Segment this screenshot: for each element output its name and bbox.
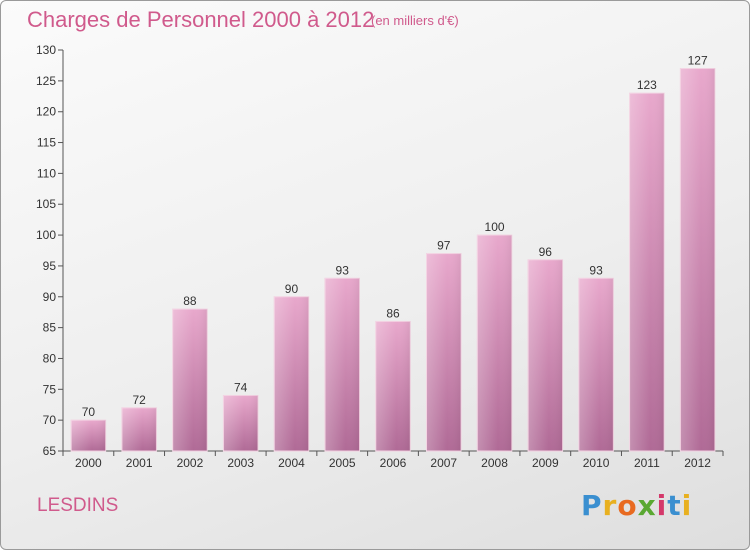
logo-letter: i (681, 489, 693, 522)
data-label-2009: 96 (539, 245, 553, 259)
bar-shade-2007 (426, 253, 462, 451)
logo-letter: i (656, 489, 668, 522)
bar-shade-2004 (274, 296, 309, 451)
bar-shade-2010 (578, 278, 614, 451)
data-label-2003: 74 (234, 380, 248, 394)
x-tick-label: 2006 (380, 456, 407, 470)
bar-shade-2001 (121, 407, 157, 451)
logo-letter: o (617, 489, 638, 522)
bar-shade-2012 (680, 68, 715, 451)
bar-shade-2008 (477, 235, 512, 451)
proxiti-logo: Proxiti (581, 489, 692, 522)
logo-letter: x (637, 489, 657, 522)
bar-shade-2003 (223, 395, 258, 451)
x-tick-label: 2004 (278, 456, 305, 470)
bar-shade-2005 (324, 278, 360, 451)
y-tick-label: 75 (43, 382, 57, 396)
data-label-2006: 86 (386, 306, 400, 320)
y-tick-label: 80 (43, 351, 57, 365)
x-tick-label: 2003 (227, 456, 254, 470)
data-label-2010: 93 (589, 263, 603, 277)
y-tick-label: 125 (36, 74, 56, 88)
y-tick-label: 100 (36, 228, 56, 242)
x-tick-label: 2002 (177, 456, 204, 470)
chart-title: Charges de Personnel 2000 à 2012 (27, 7, 375, 32)
chart-bars (70, 68, 716, 452)
bar-shade-2006 (375, 321, 411, 451)
data-label-2005: 93 (336, 263, 350, 277)
x-tick-label: 2005 (329, 456, 356, 470)
data-label-2011: 123 (637, 78, 657, 92)
x-tick-label: 2009 (532, 456, 559, 470)
data-label-2012: 127 (688, 54, 708, 68)
y-tick-label: 120 (36, 105, 56, 119)
data-label-2004: 90 (285, 282, 299, 296)
data-label-2000: 70 (82, 405, 96, 419)
y-tick-label: 105 (36, 197, 56, 211)
y-tick-label: 130 (36, 43, 56, 57)
data-label-2001: 72 (132, 393, 146, 407)
data-label-2007: 97 (437, 239, 451, 253)
chart-axes: 65 70 75 80 85 90 95 100 105 110 115 120 125 130 (36, 43, 724, 458)
y-tick-label: 110 (37, 166, 56, 180)
y-tick-label: 70 (43, 413, 57, 427)
y-tick-label: 85 (43, 321, 57, 335)
bar-shade-2009 (528, 259, 563, 451)
x-tick-label: 2001 (126, 456, 153, 470)
place-name: LESDINS (37, 495, 119, 516)
chart-subtitle: (en milliers d'€) (371, 13, 459, 28)
x-tick-label: 2008 (481, 456, 508, 470)
y-tick-label: 115 (37, 136, 56, 150)
x-tick-label: 2010 (583, 456, 610, 470)
logo-letter: r (602, 489, 618, 522)
y-tick-label: 65 (43, 444, 57, 458)
y-tick-label: 90 (43, 290, 57, 304)
y-tick-label: 95 (43, 259, 57, 273)
x-tick-label: 2011 (634, 456, 660, 470)
data-label-2008: 100 (485, 220, 505, 234)
data-label-2002: 88 (183, 294, 197, 308)
chart-labels: 2000 70 2001 72 2002 88 2003 74 2004 90 2005 93 2006… (75, 54, 711, 470)
bar-shade-2002 (172, 309, 208, 451)
x-tick-label: 2012 (684, 456, 711, 470)
x-tick-label: 2000 (75, 456, 102, 470)
logo-letter: P (581, 489, 603, 522)
logo-letter: t (667, 489, 682, 522)
x-tick-label: 2007 (430, 456, 457, 470)
bar-shade-2011 (629, 93, 665, 451)
bar-shade-2000 (71, 420, 106, 451)
